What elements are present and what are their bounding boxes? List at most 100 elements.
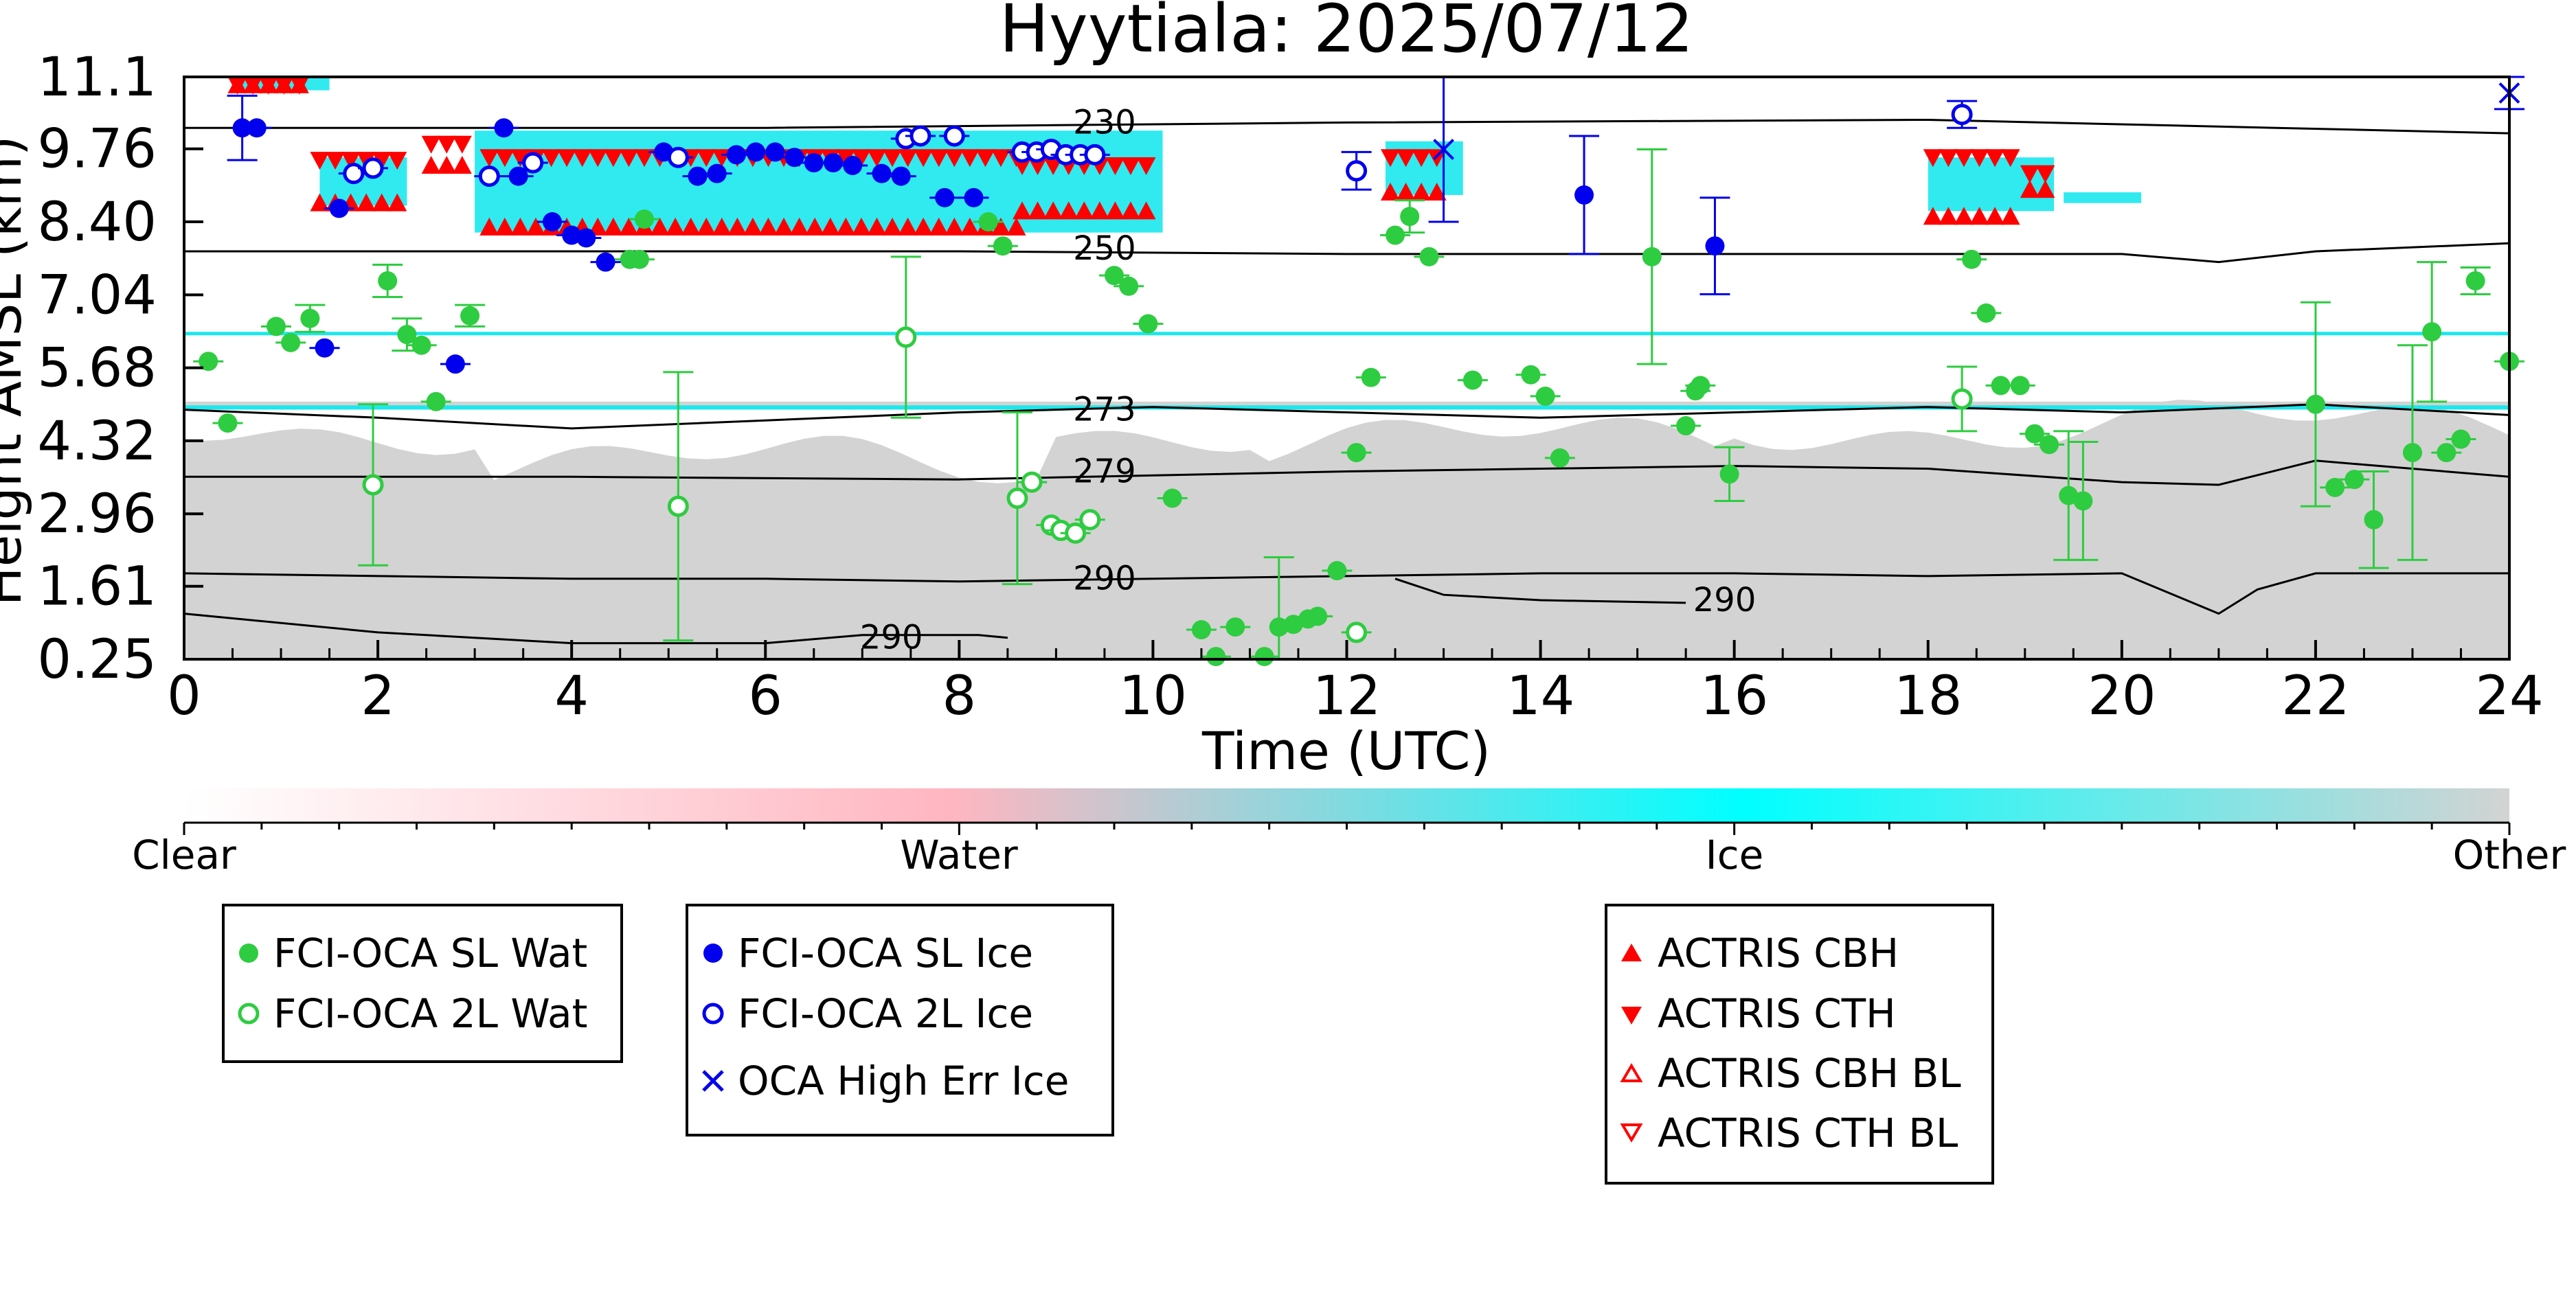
actris-cbh-marker (650, 217, 670, 236)
actris-cbh-marker (712, 217, 732, 236)
x-tick-label: 16 (1700, 665, 1768, 727)
contour-label: 290 (1073, 560, 1136, 598)
fci-oca-2l-wat-point (1006, 488, 1028, 510)
legend-label-2l-wat: FCI-OCA 2L Wat (273, 990, 587, 1037)
fci-oca-sl-wat-point (199, 352, 218, 372)
legend-label-sl-ice: FCI-OCA SL Ice (738, 930, 1033, 976)
actris-cbh-marker (227, 75, 247, 93)
y-tick-label: 4.32 (37, 411, 157, 472)
ice-cloud-region (2064, 192, 2142, 203)
actris-cth-marker (1380, 149, 1400, 168)
fci-oca-sl-wat-point (1719, 464, 1739, 484)
fci-oca-sl-wat-point (2451, 429, 2471, 449)
fci-oca-sl-wat-point (993, 236, 1013, 256)
actris-cbh-marker (1923, 207, 1943, 225)
x-tick-label: 18 (1894, 665, 1962, 727)
legend-ice-frame (686, 904, 1114, 1136)
fci-oca-sl-wat-point (2059, 485, 2079, 505)
fci-oca-2l-ice-point (362, 157, 384, 179)
fci-oca-sl-ice-point (576, 228, 596, 248)
actris-cth-marker (1013, 157, 1032, 175)
fci-oca-sl-wat-point (300, 308, 320, 328)
fci-oca-sl-wat-point (629, 249, 649, 269)
y-tick-label: 11.1 (37, 47, 157, 108)
fci-oca-sl-wat-point (2465, 271, 2485, 290)
actris-cbh-marker (743, 217, 762, 236)
contour-label: 230 (1073, 103, 1136, 141)
fci-oca-sl-wat-point (266, 317, 286, 336)
fci-oca-sl-wat-point (1206, 647, 1226, 667)
fci-oca-sl-ice-point (494, 118, 514, 138)
temperature-contours: 230 250 273 279 290 290 290 (184, 103, 2509, 657)
actris-cth-marker (2035, 165, 2055, 183)
fci-oca-sl-ice-point (688, 166, 708, 186)
actris-cbh-marker (681, 217, 701, 236)
fci-oca-sl-ice-point (1574, 185, 1594, 205)
fci-oca-sl-ice-point (935, 187, 955, 207)
actris-cbh-marker (387, 193, 407, 212)
actris-cth-marker (851, 149, 871, 168)
actris-cth-marker (697, 149, 716, 168)
actris-cbh-marker (357, 193, 376, 212)
fci-oca-sl-wat-point (378, 271, 398, 290)
actris-cth-marker (1427, 149, 1447, 168)
fci-oca-sl-wat-point (281, 332, 301, 352)
actris-cbh-marker (867, 217, 887, 236)
fci-oca-sl-ice-point (784, 148, 804, 168)
actris-cbh-marker (789, 217, 809, 236)
fci-oca-sl-ice-point (247, 118, 267, 138)
colorbar-label-ice: Ice (1706, 832, 1764, 878)
actris-cth-marker (452, 135, 472, 154)
actris-cth-marker (372, 152, 392, 170)
actris-cbh-marker (1412, 183, 1432, 201)
boundary-layer-band (184, 400, 2509, 659)
x-tick-label: 22 (2281, 665, 2349, 727)
actris-cbh-marker (2000, 207, 2020, 225)
actris-cbh-marker (452, 155, 472, 174)
fci-oca-sl-wat-point (2305, 394, 2325, 414)
contour-label: 273 (1073, 390, 1136, 429)
actris-cbh-marker (274, 75, 294, 93)
colorbar-gradient (184, 788, 2509, 823)
fci-oca-sl-wat-point (1550, 448, 1570, 468)
fci-oca-sl-ice-point (964, 187, 984, 207)
colorbar-label-other: Other (2453, 832, 2566, 878)
fci-oca-sl-ice-point (329, 198, 349, 218)
fci-oca-sl-ice-point (746, 142, 766, 162)
actris-cth-marker (914, 149, 934, 168)
legend-label-cbh: ACTRIS CBH (1658, 930, 1899, 976)
actris-cth-marker (495, 149, 515, 168)
colorbar-label-water: Water (900, 832, 1018, 878)
fci-oca-2l-ice-point (943, 125, 965, 147)
actris-cbh-marker (437, 155, 457, 174)
actris-cbh-marker (495, 217, 515, 236)
fci-oca-sl-ice-point (891, 166, 911, 186)
actris-cth-marker (437, 135, 457, 154)
legend-water: FCI-OCA SL Wat FCI-OCA 2L Wat (222, 904, 623, 1063)
actris-cbh-marker (479, 217, 499, 236)
fci-oca-2l-ice-point (667, 146, 689, 168)
x-tick-label: 12 (1313, 665, 1381, 727)
fci-oca-sl-wat-point (1962, 249, 1982, 269)
fci-oca-2l-wat-point (1021, 471, 1043, 493)
legend-marker-cbh-bl (1620, 1063, 1643, 1082)
actris-cbh-marker (1043, 201, 1063, 220)
fci-oca-sl-wat-point (1308, 606, 1328, 626)
fci-oca-sl-wat-point (1225, 617, 1245, 637)
actris-cth-marker (1939, 149, 1958, 168)
actris-cth-marker (310, 152, 330, 170)
fci-oca-sl-wat-point (1269, 617, 1289, 637)
y-axis-label: Height AMSL (km) (0, 135, 33, 606)
legend-marker-sl-wat (239, 944, 258, 963)
actris-cbh-marker (510, 217, 530, 236)
legend-marker-cth-bl (1620, 1123, 1643, 1143)
actris-cth-marker (1120, 157, 1140, 175)
fci-oca-sl-wat-point (2073, 491, 2093, 511)
fci-oca-2l-wat-point (1065, 522, 1087, 544)
fci-oca-sl-wat-point (2402, 443, 2422, 463)
actris-cth-marker (387, 152, 407, 170)
fci-oca-2l-ice-point (909, 125, 931, 147)
fci-oca-2l-ice-point (478, 165, 500, 187)
x-tick-label: 6 (748, 665, 782, 727)
contour-line (184, 459, 2509, 486)
